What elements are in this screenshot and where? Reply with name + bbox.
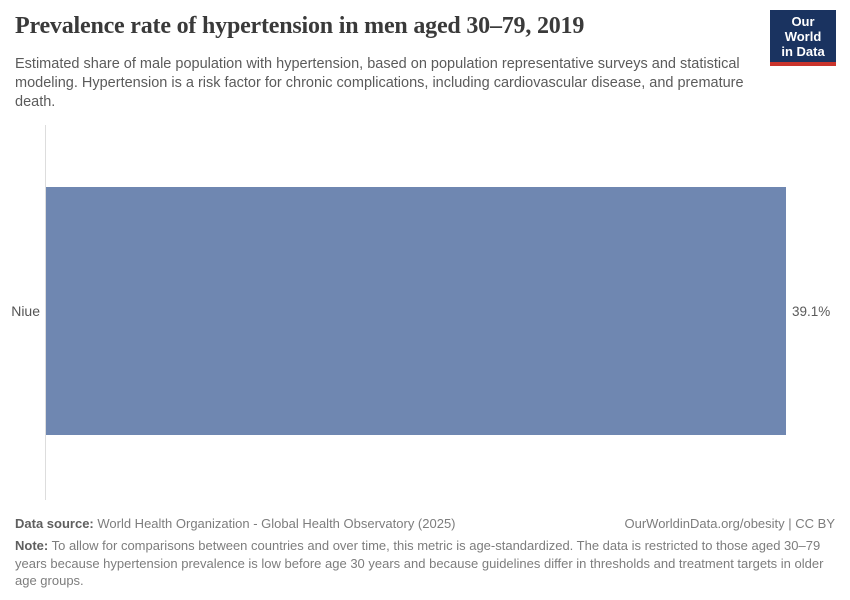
data-source-line: Data source: World Health Organization -… [15,516,456,531]
note-label: Note: [15,538,49,553]
owid-logo-line2: in Data [781,44,825,59]
data-source-label: Data source: [15,516,94,531]
category-label-niue: Niue [11,303,40,319]
footer-note: Note: To allow for comparisons between c… [15,537,839,590]
owid-logo[interactable]: Our World in Data [770,10,836,66]
y-axis-line [45,125,46,500]
chart-subtitle: Estimated share of male population with … [15,56,744,110]
owid-logo-line1: Our World [784,14,822,44]
footer-sources-row: Data source: World Health Organization -… [15,516,835,531]
attribution-link[interactable]: OurWorldinData.org/obesity | CC BY [624,516,836,531]
value-label-niue: 39.1% [792,304,831,319]
bar-niue[interactable] [46,187,786,435]
data-source-value: World Health Organization - Global Healt… [93,516,456,531]
plot-area [46,125,786,500]
chart-title: Prevalence rate of hypertension in men a… [15,13,585,39]
note-value: To allow for comparisons between countri… [15,538,824,588]
